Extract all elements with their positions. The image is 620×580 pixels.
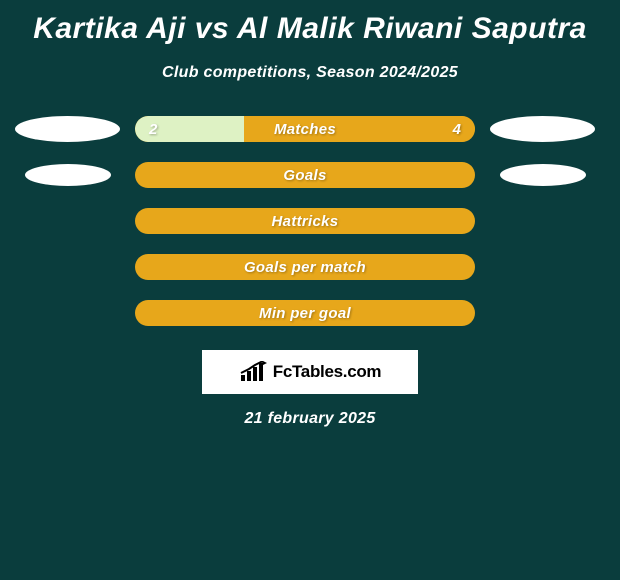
stat-row: Goals xyxy=(0,162,620,188)
stat-value-right: 4 xyxy=(453,116,461,142)
stat-label: Matches xyxy=(135,116,475,142)
logo-badge: FcTables.com xyxy=(202,350,418,394)
stat-label: Goals per match xyxy=(135,254,475,280)
stat-row: Matches2 4 xyxy=(0,116,620,142)
left-ellipse-wrap xyxy=(0,116,135,142)
right-ellipse-wrap xyxy=(475,164,610,186)
stat-bar: Hattricks xyxy=(135,208,475,234)
right-ellipse xyxy=(500,164,586,186)
stat-rows: Matches2 4 Goals Hattricks Goals per match Mi… xyxy=(0,116,620,326)
left-ellipse-wrap xyxy=(0,164,135,186)
stat-label: Min per goal xyxy=(135,300,475,326)
footer-date: 21 february 2025 xyxy=(0,410,620,428)
right-ellipse-wrap xyxy=(475,116,610,142)
stat-label: Goals xyxy=(135,162,475,188)
stat-value-left: 2 xyxy=(149,116,157,142)
subtitle: Club competitions, Season 2024/2025 xyxy=(0,64,620,82)
stat-bar: Min per goal xyxy=(135,300,475,326)
left-ellipse xyxy=(15,116,120,142)
stat-row: Goals per match xyxy=(0,254,620,280)
chart-icon xyxy=(239,361,267,383)
stat-row: Hattricks xyxy=(0,208,620,234)
stat-label: Hattricks xyxy=(135,208,475,234)
right-ellipse xyxy=(490,116,595,142)
stat-bar: Goals per match xyxy=(135,254,475,280)
left-ellipse xyxy=(25,164,111,186)
stat-bar: Matches2 4 xyxy=(135,116,475,142)
page-title: Kartika Aji vs Al Malik Riwani Saputra xyxy=(0,0,620,46)
logo-text: FcTables.com xyxy=(273,362,382,382)
stat-row: Min per goal xyxy=(0,300,620,326)
stat-bar: Goals xyxy=(135,162,475,188)
